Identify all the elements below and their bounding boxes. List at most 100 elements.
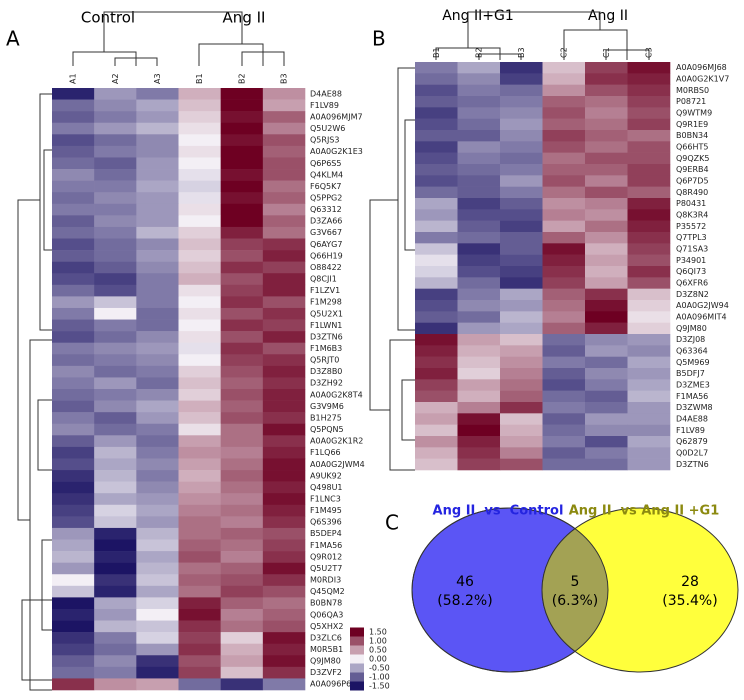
heatmap-cell [262,169,306,181]
heatmap-cell [52,400,95,413]
heatmap-cell [415,198,458,210]
heatmap-cell [220,585,264,598]
heatmap-cell [178,643,221,656]
heatmap-cell [94,203,137,216]
heatmap-cell [542,334,586,346]
heatmap-cell [220,678,264,691]
heatmap-cell [262,597,306,610]
row-label: D4AE88 [310,89,342,98]
heatmap-cell [52,504,95,517]
heatmap-cell [178,435,221,448]
heatmap-cell [627,107,671,119]
heatmap-cell [262,389,306,401]
heatmap-cell [52,389,95,401]
heatmap-cell [585,413,628,425]
heatmap-cell [627,141,671,153]
heatmap-cell [94,620,137,633]
heatmap-cell [585,164,628,176]
heatmap-cell [136,169,179,181]
heatmap-cell [262,354,306,367]
heatmap-cell [500,243,543,255]
heatmap-cell [136,296,179,309]
heatmap-cell [94,238,137,251]
heatmap-cell [220,88,264,100]
heatmap-cell [220,389,264,401]
heatmap-cell [136,597,179,610]
heatmap-cell [542,164,586,176]
color-key-swatch [350,645,364,655]
heatmap-cell [52,470,95,482]
heatmap-cell [262,585,306,598]
row-label: P80431 [676,199,706,208]
heatmap-cell [52,423,95,436]
heatmap-cell [262,145,306,158]
heatmap-cell [52,319,95,332]
heatmap-cell [500,368,543,380]
heatmap-cell [585,447,628,459]
heatmap-cell [136,284,179,297]
heatmap-cell [500,232,543,244]
heatmap-cell [220,226,264,239]
row-label: Q7TPL3 [676,233,707,242]
heatmap-cell [136,400,179,413]
heatmap-cell [220,655,264,668]
row-label: Q5U2T7 [310,564,342,573]
heatmap-cell [262,516,306,529]
heatmap-cell [94,481,137,494]
heatmap-cell [627,62,671,74]
row-label: F1LNC3 [310,494,341,503]
heatmap-cell [415,243,458,255]
heatmap-cell [627,322,671,335]
heatmap-cell [94,470,137,482]
row-label: Q6QI73 [676,267,706,276]
heatmap-cell [627,424,671,437]
row-label: B5DFJ7 [676,369,705,378]
color-key-swatch [350,654,364,664]
heatmap-cell [136,261,179,274]
heatmap-cell [542,209,586,221]
color-key-label: 0.50 [369,646,387,655]
heatmap-cell [178,342,221,355]
heatmap-cell [585,254,628,267]
heatmap-cell [500,379,543,391]
heatmap-cell [542,356,586,369]
heatmap-cell [500,311,543,323]
column-label: C2 [559,47,568,58]
heatmap-cell [178,551,221,563]
heatmap-cell [500,141,543,153]
row-label: P08721 [676,97,706,106]
heatmap-cell [542,84,586,97]
heatmap-cell [585,220,628,233]
heatmap-cell [136,412,179,425]
heatmap-cell [262,192,306,205]
heatmap-cell [178,238,221,251]
heatmap-cell [178,389,221,401]
heatmap-cell [627,368,671,380]
heatmap-cell [262,331,306,343]
heatmap-cell [220,145,264,158]
color-key-label: -0.50 [369,664,390,673]
heatmap-cell [585,334,628,346]
row-label: Q63364 [676,347,708,356]
heatmap-cell [178,608,221,621]
column-label: C1 [602,47,611,58]
heatmap-cell [178,504,221,517]
heatmap-cell [52,458,95,471]
heatmap-cell [178,145,221,158]
heatmap-cell [178,574,221,587]
heatmap-cell [542,436,586,448]
row-label: Q8R490 [676,188,708,197]
heatmap-cell [136,678,179,691]
heatmap-cell [542,345,586,357]
color-key-label: 1.00 [369,637,387,646]
heatmap-cell [136,88,179,100]
heatmap-cell [415,84,458,97]
heatmap-cell [585,368,628,380]
heatmap-cell [500,390,543,403]
heatmap-cell [500,322,543,335]
heatmap-cell [585,436,628,448]
heatmap-cell [415,152,458,165]
heatmap-cell [136,342,179,355]
heatmap-cell [136,435,179,448]
heatmap-cell [457,334,501,346]
